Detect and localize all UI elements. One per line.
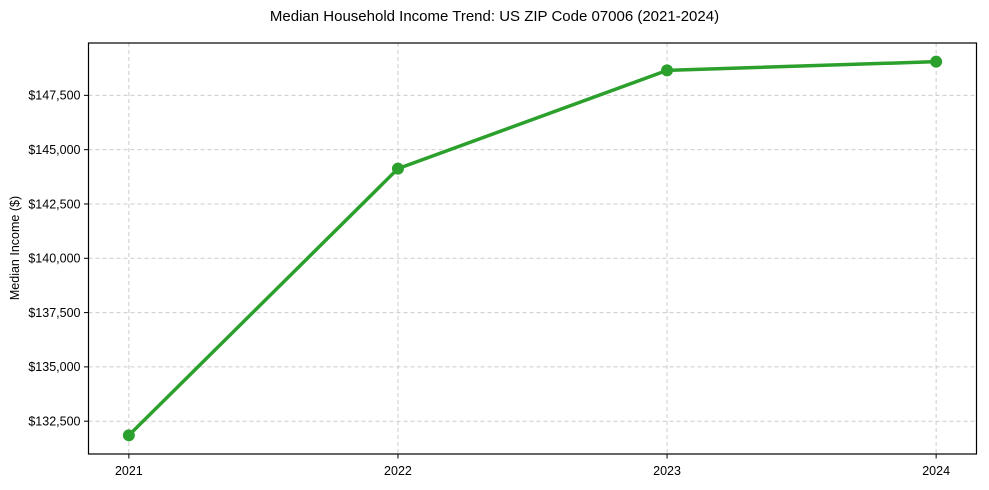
x-tick-label: 2021 [115,464,143,478]
data-point-2021 [122,429,135,442]
trend-line [127,59,938,438]
x-tick-label: 2022 [384,464,412,478]
chart-title: Median Household Income Trend: US ZIP Co… [269,8,720,25]
x-tick-label: 2023 [653,464,681,478]
plot-border [87,42,978,455]
data-point-2022 [391,162,404,175]
y-tick-label: $145,000 [28,143,80,157]
y-tick-label: $135,000 [28,360,80,374]
data-point-2023 [661,64,674,77]
x-tick-label: 2024 [922,464,950,478]
y-tick-label: $132,500 [28,414,80,428]
data-point-2024 [930,55,943,68]
y-tick-label: $137,500 [28,306,80,320]
y-tick-label: $142,500 [28,197,80,211]
y-tick-label: $147,500 [28,89,80,103]
y-tick-label: $140,000 [28,252,80,266]
